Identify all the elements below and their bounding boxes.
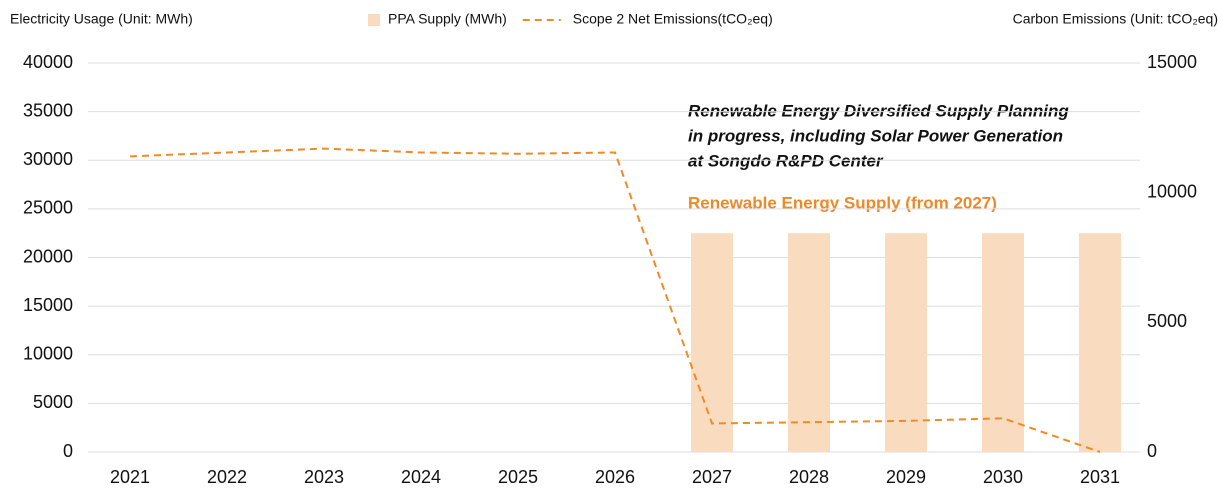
bar bbox=[885, 233, 927, 452]
legend-label: Scope 2 Net Emissions(tCO₂eq) bbox=[573, 11, 773, 27]
y-tick-label: 40000 bbox=[23, 52, 73, 72]
x-tick-label: 2026 bbox=[595, 467, 635, 487]
x-tick-label: 2029 bbox=[886, 467, 926, 487]
bar bbox=[1079, 233, 1121, 452]
annotation: in progress, including Solar Power Gener… bbox=[688, 126, 1063, 145]
y-tick-label: 0 bbox=[63, 441, 73, 461]
plot: 0 5000 10000 15000 20000 25000 30000 35000 40000… bbox=[23, 11, 1197, 487]
y2-axis-label: Carbon Emissions (Unit: tCO₂eq) bbox=[1013, 11, 1218, 27]
x-tick-label: 2031 bbox=[1080, 467, 1120, 487]
bar bbox=[788, 233, 830, 452]
x-tick-label: 2027 bbox=[692, 467, 732, 487]
bar bbox=[982, 233, 1024, 452]
y-tick-label: 30000 bbox=[23, 149, 73, 169]
y2-tick-label: 0 bbox=[1147, 441, 1157, 461]
y2-tick-label: 10000 bbox=[1147, 181, 1197, 201]
y-tick-label: 20000 bbox=[23, 246, 73, 266]
y-tick-label: 15000 bbox=[23, 295, 73, 315]
x-tick-label: 2022 bbox=[207, 467, 247, 487]
annotation: at Songdo R&PD Center bbox=[688, 151, 884, 170]
y-tick-label: 5000 bbox=[33, 392, 73, 412]
y2-tick-label: 15000 bbox=[1147, 52, 1197, 72]
x-tick-label: 2025 bbox=[498, 467, 538, 487]
x-tick-label: 2024 bbox=[401, 467, 441, 487]
y-tick-label: 10000 bbox=[23, 344, 73, 364]
legend-swatch bbox=[368, 14, 380, 26]
bar bbox=[691, 233, 733, 452]
y-tick-label: 25000 bbox=[23, 198, 73, 218]
y-tick-label: 35000 bbox=[23, 100, 73, 120]
x-tick-label: 2023 bbox=[304, 467, 344, 487]
x-tick-label: 2030 bbox=[983, 467, 1023, 487]
line bbox=[129, 147, 1101, 453]
y2-tick-label: 5000 bbox=[1147, 311, 1187, 331]
x-tick-label: 2028 bbox=[789, 467, 829, 487]
legend-label: PPA Supply (MWh) bbox=[388, 11, 507, 27]
x-tick-label: 2021 bbox=[110, 467, 150, 487]
annotation: Renewable Energy Diversified Supply Plan… bbox=[688, 101, 1069, 120]
highlight-label: Renewable Energy Supply (from 2027) bbox=[688, 193, 997, 212]
y-axis-label: Electricity Usage (Unit: MWh) bbox=[10, 11, 193, 27]
